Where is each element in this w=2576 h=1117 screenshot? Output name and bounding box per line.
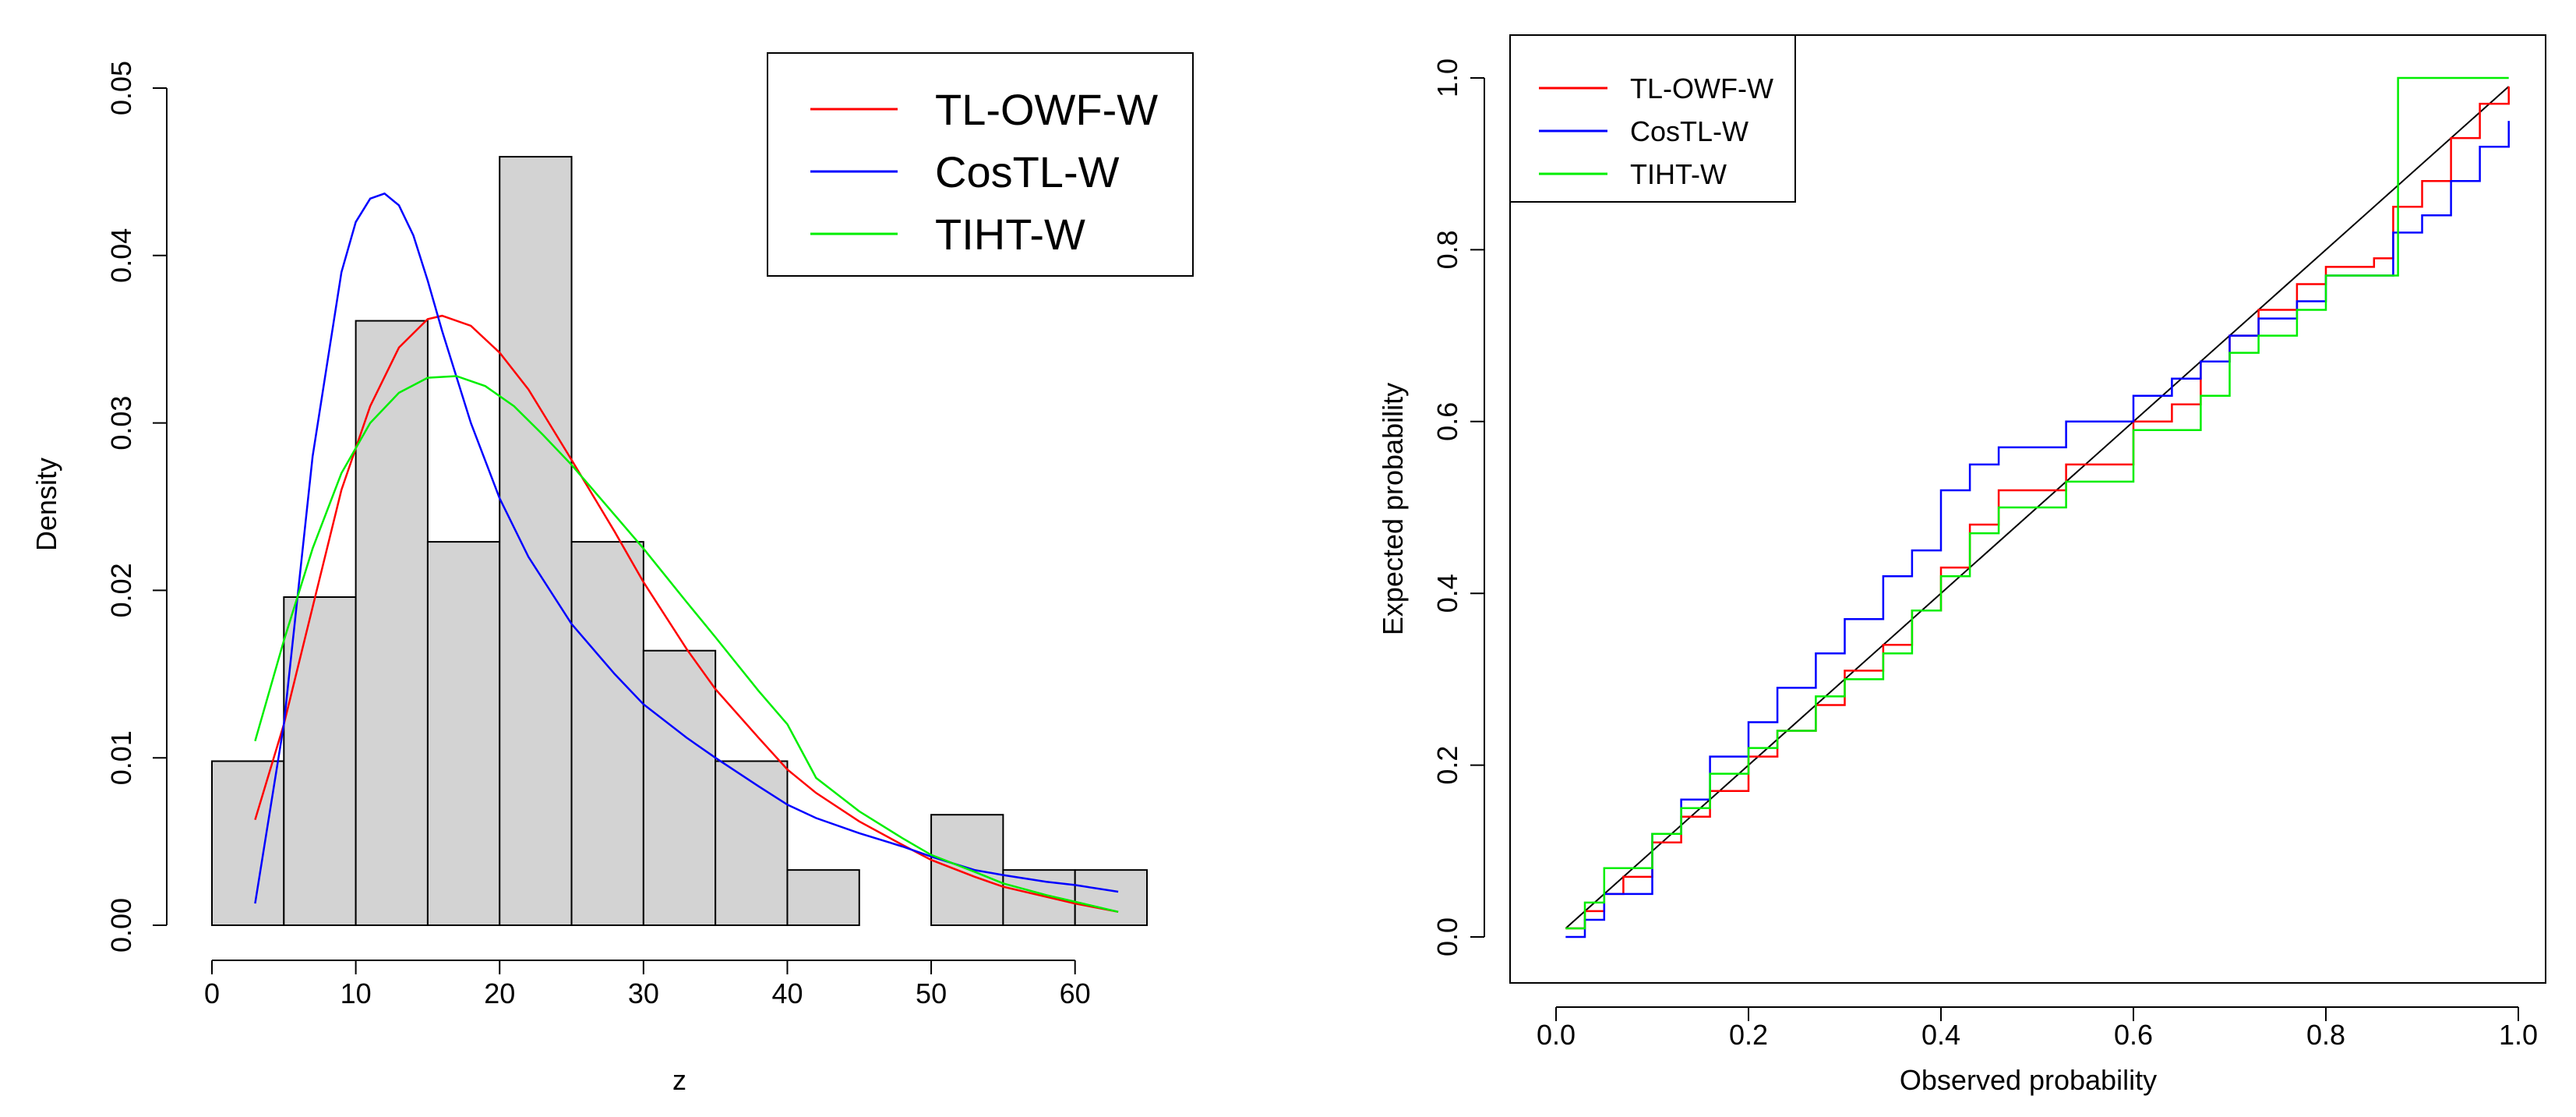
pp-plot-lines (1565, 76, 2510, 938)
histogram-bar-0-5 (211, 760, 285, 926)
density-curve-tl-owf-w (254, 314, 1119, 914)
histogram-legend: TL-OWF-W CosTL-W TIHT-W (767, 52, 1194, 277)
legend-label-costl-w: CosTL-W (935, 147, 1120, 196)
density-curve-costl-w (254, 192, 1119, 904)
density-curves (254, 192, 1119, 914)
pp-line-tiht-w (1565, 76, 2509, 930)
histogram-y-tick-label: 0.01 (105, 730, 137, 785)
pp-legend-label-costl-w: CosTL-W (1630, 115, 1749, 147)
histogram-bar-5-10 (283, 596, 357, 926)
pp-plot-x-tick-label: 1.0 (2499, 1019, 2538, 1051)
pp-plot-y-tick-label: 0.2 (1431, 746, 1463, 785)
histogram-bar-20-25 (499, 156, 573, 926)
histogram-bar-10-15 (355, 320, 429, 926)
pp-plot-x-tick-label: 0.6 (2114, 1019, 2153, 1051)
pp-plot-x-axis-title: Observed probability (1900, 1064, 2157, 1096)
histogram-y-tick-label: 0.02 (105, 563, 137, 617)
legend-label-tl-owf-w: TL-OWF-W (935, 85, 1158, 134)
histogram-y-axis-title: Density (30, 458, 62, 551)
pp-plot-frame (1509, 34, 2546, 984)
pp-legend-label-tl-owf-w: TL-OWF-W (1630, 72, 1773, 104)
histogram-x-tick-label: 50 (916, 977, 947, 1009)
pp-plot-x-tick-label: 0.0 (1537, 1019, 1576, 1051)
pp-plot-y-tick-label: 0.4 (1431, 574, 1463, 613)
histogram-x-tick-label: 20 (484, 977, 515, 1009)
histogram-bar-30-35 (642, 649, 717, 927)
pp-plot-axes: 0.0 0.2 0.4 0.6 0.8 1.0 0.0 0.2 0.4 0.6 0.8 1.0 (1431, 58, 2538, 1051)
histogram-bar-25-30 (570, 541, 644, 926)
histogram-bar-60-65 (1074, 869, 1148, 926)
histogram-y-tick-label: 0.04 (105, 228, 137, 283)
pp-plot-y-tick-label: 0.6 (1431, 402, 1463, 441)
pp-plot-y-tick-label: 1.0 (1431, 58, 1463, 97)
histogram-y-tick-label: 0.03 (105, 396, 137, 451)
histogram-bar-55-60 (1002, 869, 1076, 926)
histogram-x-tick-label: 10 (341, 977, 372, 1009)
histogram-legend-box (767, 52, 1194, 277)
histogram-x-tick-label: 40 (771, 977, 803, 1009)
pp-line-costl-w (1565, 121, 2510, 938)
pp-plot-panel: 0.0 0.2 0.4 0.6 0.8 1.0 0.0 0.2 0.4 0.6 0.8 1.0 Obs… (1377, 34, 2546, 1096)
pp-plot-y-tick-label: 0.8 (1431, 230, 1463, 269)
pp-plot-x-tick-label: 0.2 (1729, 1019, 1768, 1051)
histogram-bar-35-40 (715, 760, 789, 926)
histogram-bar-50-55 (930, 814, 1004, 927)
pp-plot-x-tick-label: 0.4 (1921, 1019, 1960, 1051)
histogram-axes: 0 10 20 30 40 50 60 0.00 0.01 0.02 0.03 0.04 0.05 (105, 61, 1091, 1009)
pp-plot-x-tick-label: 0.8 (2306, 1019, 2345, 1051)
histogram-x-tick-label: 0 (204, 977, 220, 1009)
density-curve-tiht-w (254, 375, 1119, 914)
histogram-bar-15-20 (426, 541, 501, 926)
pp-plot-legend: TL-OWF-W CosTL-W TIHT-W (1509, 34, 1796, 203)
histogram-y-tick-label: 0.00 (105, 898, 137, 953)
histogram-y-tick-label: 0.05 (105, 61, 137, 115)
histogram-x-tick-label: 60 (1060, 977, 1091, 1009)
density-histogram-panel: 0 10 20 30 40 50 600.000.010.020.030.040.05 z … (30, 52, 1194, 1096)
pp-legend-label-tiht-w: TIHT-W (1630, 158, 1727, 190)
pp-plot-y-axis-title: Expected probability (1377, 383, 1409, 635)
histogram-bar-40-45 (786, 869, 860, 926)
histogram-bars (211, 156, 1148, 927)
histogram-x-tick-label: 30 (628, 977, 659, 1009)
legend-label-tiht-w: TIHT-W (935, 210, 1085, 259)
histogram-x-axis-title: z (672, 1064, 686, 1096)
pp-plot-y-tick-label: 0.0 (1431, 917, 1463, 956)
